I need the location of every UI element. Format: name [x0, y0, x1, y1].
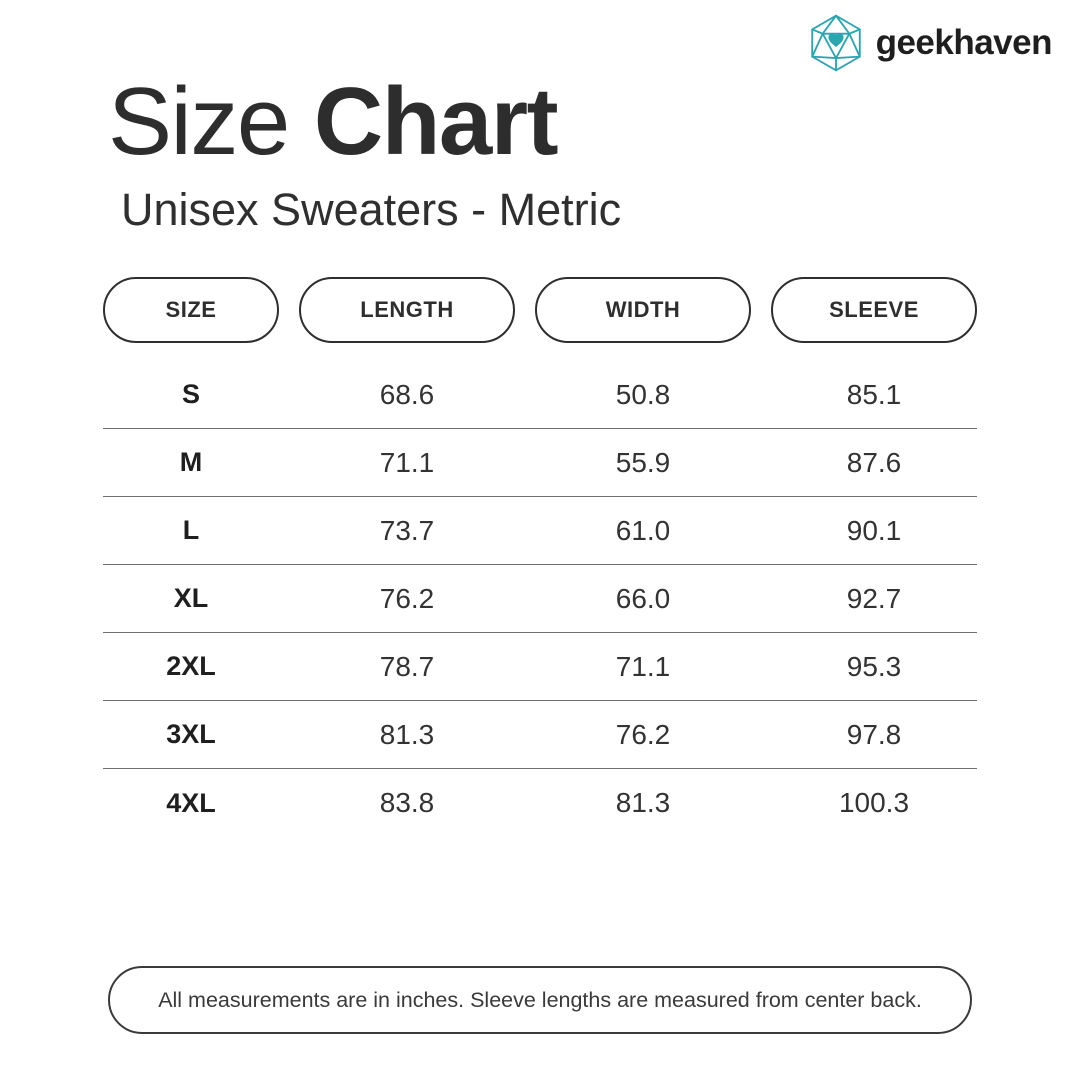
- width-value: 81.3: [615, 787, 671, 818]
- brand-name: geekhaven: [875, 23, 1053, 62]
- table-row: 4XL 83.8 81.3 100.3: [103, 769, 977, 837]
- page-title-regular: Size: [108, 68, 290, 175]
- width-value: 76.2: [615, 718, 671, 750]
- footnote: All measurements are in inches. Sleeve l…: [108, 966, 972, 1034]
- column-header-length: LENGTH: [299, 277, 515, 343]
- sleeve-value: 87.6: [846, 446, 902, 478]
- table-row: M 71.1 55.9 87.6: [103, 429, 977, 497]
- page-subtitle: Unisex Sweaters - Metric: [121, 184, 622, 235]
- size-label: M: [179, 447, 203, 477]
- width-value: 55.9: [615, 446, 671, 478]
- column-header-width: WIDTH: [535, 277, 751, 343]
- length-value: 76.2: [379, 582, 435, 614]
- size-label: 4XL: [166, 787, 216, 818]
- size-label: 2XL: [166, 651, 216, 681]
- size-table: SIZE LENGTH WIDTH SLEEVE S 68.6 50.8 85.…: [103, 277, 977, 837]
- width-value: 71.1: [615, 650, 671, 682]
- length-value: 83.8: [379, 787, 435, 818]
- page-title: Size Chart: [108, 74, 559, 170]
- table-header-row: SIZE LENGTH WIDTH SLEEVE: [103, 277, 977, 343]
- length-value: 68.6: [379, 378, 435, 410]
- sleeve-value: 92.7: [846, 582, 902, 614]
- width-value: 66.0: [615, 582, 671, 614]
- width-value: 61.0: [615, 514, 671, 546]
- sleeve-value: 100.3: [838, 787, 910, 818]
- size-label: 3XL: [166, 719, 216, 749]
- table-row: 2XL 78.7 71.1 95.3: [103, 633, 977, 701]
- sleeve-value: 90.1: [846, 514, 902, 546]
- column-header-size: SIZE: [103, 277, 279, 343]
- size-label: XL: [173, 583, 209, 613]
- length-value: 73.7: [379, 514, 435, 546]
- page-title-bold: Chart: [313, 68, 559, 175]
- length-value: 81.3: [379, 718, 435, 750]
- table-body: S 68.6 50.8 85.1 M 71.1 55.9 87.6 L 73.7…: [103, 361, 977, 837]
- length-value: 78.7: [379, 650, 435, 682]
- width-value: 50.8: [615, 378, 671, 410]
- column-header-sleeve: SLEEVE: [771, 277, 977, 343]
- table-row: XL 76.2 66.0 92.7: [103, 565, 977, 633]
- table-row: L 73.7 61.0 90.1: [103, 497, 977, 565]
- sleeve-value: 85.1: [846, 378, 902, 410]
- length-value: 71.1: [379, 446, 435, 478]
- size-label: S: [181, 379, 200, 409]
- table-row: 3XL 81.3 76.2 97.8: [103, 701, 977, 769]
- table-row: S 68.6 50.8 85.1: [103, 361, 977, 429]
- sleeve-value: 97.8: [846, 718, 902, 750]
- size-label: L: [182, 515, 200, 545]
- sleeve-value: 95.3: [846, 650, 902, 682]
- brand-logo: geekhaven: [807, 14, 1053, 72]
- d20-heart-icon: [810, 14, 861, 72]
